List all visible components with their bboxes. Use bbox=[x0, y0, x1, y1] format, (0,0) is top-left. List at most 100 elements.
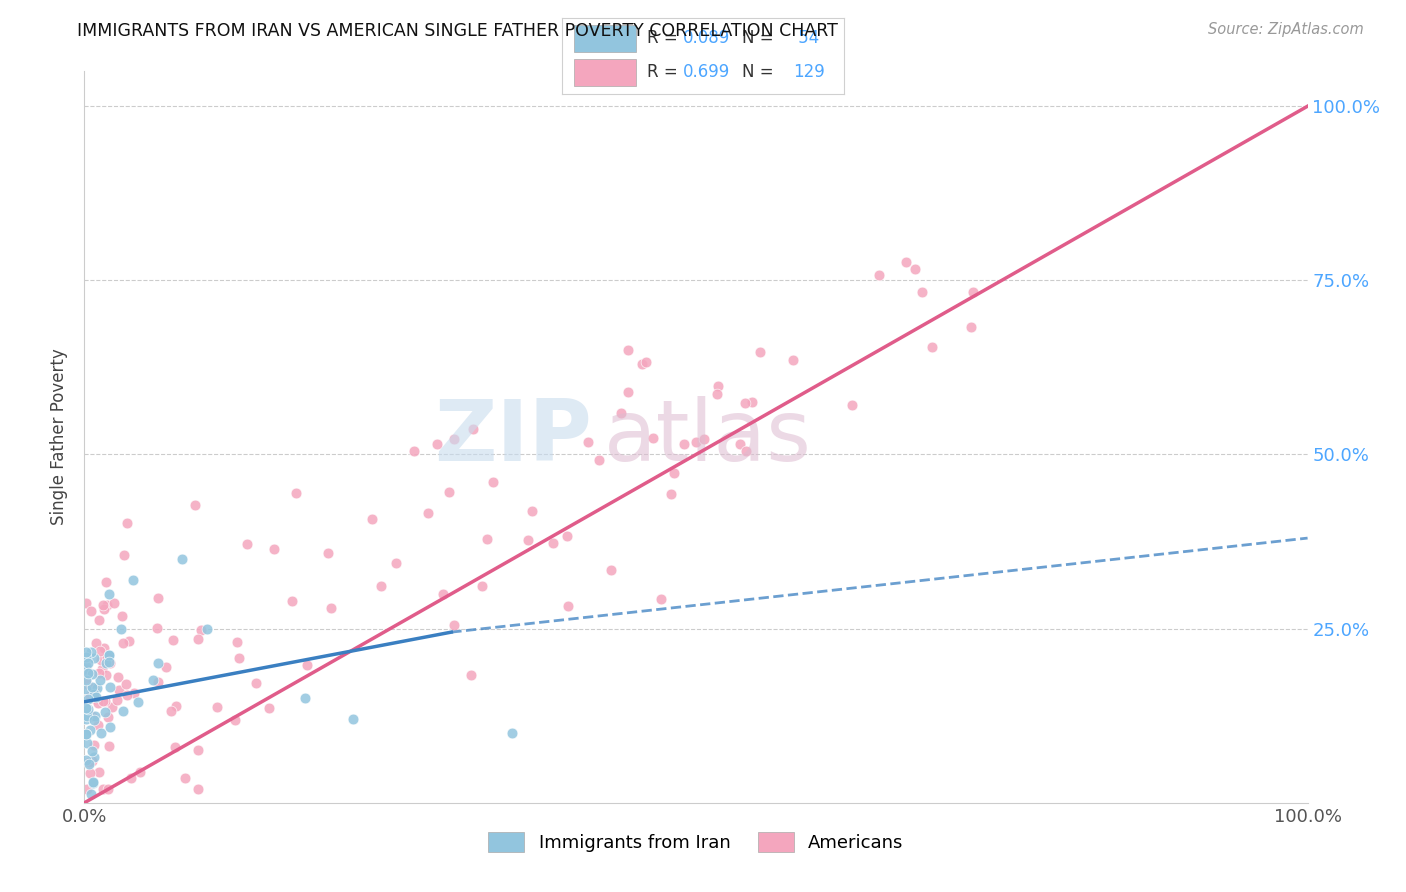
Point bbox=[77, 755, 100, 769]
Point bbox=[75, 682, 97, 697]
Point bbox=[115, 688, 138, 702]
Point bbox=[706, 387, 728, 401]
Point bbox=[79, 723, 101, 737]
Point bbox=[749, 344, 772, 359]
Point bbox=[617, 343, 640, 357]
Point bbox=[195, 622, 218, 636]
Point bbox=[98, 719, 121, 733]
Point bbox=[502, 726, 524, 740]
Point bbox=[962, 285, 984, 299]
Point bbox=[245, 675, 267, 690]
Point bbox=[84, 690, 107, 704]
Point bbox=[84, 709, 107, 723]
Text: 0.699: 0.699 bbox=[683, 63, 731, 81]
Point bbox=[96, 598, 118, 612]
Point bbox=[97, 587, 120, 601]
Point bbox=[80, 708, 103, 723]
Point bbox=[94, 667, 117, 681]
Point bbox=[77, 691, 100, 706]
Point bbox=[461, 421, 484, 435]
Point bbox=[93, 641, 115, 656]
Point bbox=[90, 725, 112, 739]
Point bbox=[159, 704, 181, 718]
Point bbox=[321, 601, 343, 615]
Point bbox=[599, 563, 621, 577]
Point bbox=[80, 645, 103, 659]
Point bbox=[416, 506, 439, 520]
Point bbox=[520, 504, 543, 518]
Point bbox=[107, 670, 129, 684]
Point bbox=[87, 666, 110, 681]
Point bbox=[76, 677, 98, 691]
Point bbox=[541, 536, 564, 550]
Point bbox=[437, 484, 460, 499]
Point bbox=[187, 743, 209, 757]
Point bbox=[87, 613, 110, 627]
Point bbox=[89, 673, 111, 687]
Text: N =: N = bbox=[742, 63, 779, 81]
Point bbox=[122, 573, 145, 587]
Point bbox=[482, 475, 505, 489]
Point bbox=[98, 657, 121, 671]
Point bbox=[402, 444, 425, 458]
Bar bbox=[574, 25, 636, 52]
Point bbox=[83, 739, 105, 753]
Point bbox=[112, 636, 135, 650]
Point bbox=[91, 662, 114, 676]
Point bbox=[75, 596, 97, 610]
Text: 129: 129 bbox=[793, 63, 825, 81]
Point bbox=[868, 268, 890, 282]
Point bbox=[129, 765, 152, 780]
Point bbox=[841, 398, 863, 412]
Point bbox=[98, 655, 121, 669]
Point bbox=[80, 787, 103, 801]
Point bbox=[120, 771, 142, 785]
Point bbox=[588, 453, 610, 467]
Point bbox=[225, 635, 247, 649]
Point bbox=[162, 633, 184, 648]
Point bbox=[190, 623, 212, 637]
Point bbox=[911, 285, 934, 299]
Point bbox=[659, 486, 682, 500]
Point bbox=[636, 355, 658, 369]
Point bbox=[617, 385, 640, 400]
Point bbox=[316, 546, 339, 560]
Point bbox=[641, 431, 664, 445]
Point bbox=[75, 649, 97, 664]
Text: 54: 54 bbox=[793, 29, 820, 47]
Point bbox=[921, 340, 943, 354]
Point bbox=[108, 682, 131, 697]
Point bbox=[443, 432, 465, 446]
Point bbox=[432, 587, 454, 601]
Point bbox=[97, 739, 120, 753]
Point bbox=[79, 666, 101, 681]
Point bbox=[83, 651, 105, 665]
Point bbox=[84, 636, 107, 650]
Y-axis label: Single Father Poverty: Single Father Poverty bbox=[51, 349, 69, 525]
Point bbox=[664, 466, 686, 480]
Point bbox=[97, 781, 120, 796]
Point bbox=[112, 548, 135, 562]
Point bbox=[224, 713, 246, 727]
Text: Source: ZipAtlas.com: Source: ZipAtlas.com bbox=[1208, 22, 1364, 37]
Point bbox=[76, 735, 98, 749]
Point bbox=[86, 718, 108, 732]
Point bbox=[297, 657, 319, 672]
Point bbox=[91, 694, 114, 708]
Point bbox=[672, 436, 695, 450]
Point bbox=[82, 776, 104, 790]
Point bbox=[707, 379, 730, 393]
Point bbox=[285, 485, 308, 500]
Point bbox=[110, 622, 132, 636]
Point bbox=[685, 435, 707, 450]
Point bbox=[87, 764, 110, 779]
Point bbox=[894, 255, 917, 269]
Point bbox=[516, 533, 538, 547]
Point bbox=[693, 432, 716, 446]
Point bbox=[370, 579, 392, 593]
Point bbox=[83, 691, 105, 706]
Point bbox=[93, 602, 115, 616]
Point bbox=[650, 591, 672, 606]
Point bbox=[76, 701, 98, 715]
Point bbox=[75, 700, 97, 714]
